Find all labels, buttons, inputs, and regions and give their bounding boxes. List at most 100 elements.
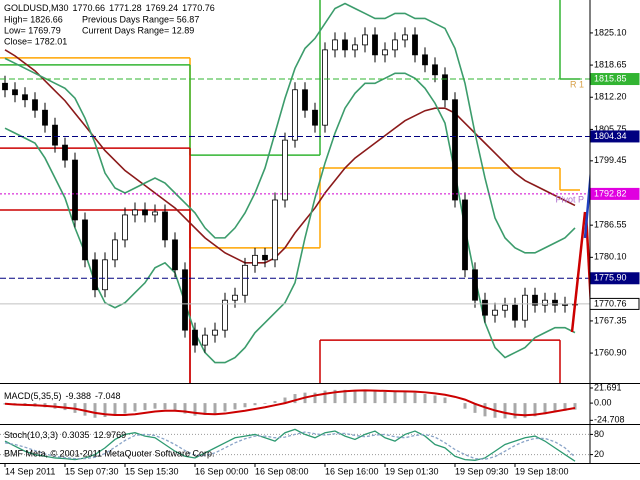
macd-bar [93, 403, 97, 418]
panel [0, 428, 590, 462]
price-tag-label: 1775.90 [594, 273, 627, 283]
macd-bar [333, 389, 337, 404]
candle-body [462, 199, 468, 271]
candle-body [252, 254, 258, 266]
signal-arrows [570, 168, 590, 333]
red-arrow [584, 211, 590, 311]
blue-arrow [583, 168, 590, 239]
candle-body [392, 39, 398, 51]
x-tick-label: 19 Sep 01:30 [385, 466, 439, 476]
candle-body [372, 34, 378, 56]
candle-body [352, 44, 358, 51]
candle-body [242, 264, 248, 296]
x-tick-label: 16 Sep 00:00 [195, 466, 249, 476]
y-tick-label: 21.691 [594, 382, 622, 392]
macd-bar [143, 403, 147, 411]
candle-body [312, 109, 318, 126]
candle-body [212, 329, 218, 336]
candle-body [362, 34, 368, 46]
macd-bar [203, 403, 207, 415]
macd-bar [133, 403, 137, 412]
stoch-signal [4, 431, 576, 460]
macd-bar [223, 403, 227, 412]
x-tick-label: 19 Sep 18:00 [515, 466, 569, 476]
macd-last: -9.388 [66, 391, 92, 401]
stoch-main-last: 0.3035 [62, 430, 90, 440]
last-open: 1770.66 [73, 3, 106, 13]
x-tick-label: 16 Sep 08:00 [255, 466, 309, 476]
macd-bar [83, 403, 87, 416]
macd-bar [193, 403, 197, 416]
candle-body [282, 139, 288, 201]
x-tick-label: 16 Sep 16:00 [325, 466, 379, 476]
candle-body [452, 99, 458, 201]
candle-body [492, 309, 498, 316]
macd-bar [513, 403, 517, 419]
info-text: High= 1826.66 [4, 14, 63, 24]
x-tick-label: 14 Sep 2011 [5, 466, 55, 476]
last-high: 1771.28 [109, 3, 142, 13]
info-text: Previous Days Range= 56.87 [82, 14, 199, 24]
macd-bar [63, 403, 67, 411]
candle-body [22, 94, 28, 101]
last-low: 1769.24 [146, 3, 179, 13]
candle-body [222, 299, 228, 331]
candle-body [432, 64, 438, 76]
candle-body [102, 259, 108, 291]
indicator-line [4, 72, 576, 364]
candle-body [132, 209, 138, 216]
panel [3, 389, 577, 419]
candle-body [542, 299, 548, 306]
candle-body [72, 159, 78, 221]
plot-layer: 1825.10 1818.65 1812.20 1805.75 1799.45 1786.… [0, 0, 627, 467]
macd-bar [383, 391, 387, 404]
macd-bar [483, 403, 487, 417]
candle-body [502, 304, 508, 311]
y-tick-label: 0.00 [594, 397, 612, 407]
candle-body [82, 219, 88, 261]
info-text: Low= 1769.79 [4, 25, 61, 35]
macd-bar [523, 403, 527, 418]
macd-bar [373, 391, 377, 404]
candle-body [272, 199, 278, 261]
x-tick-label: 19 Sep 09:30 [455, 466, 509, 476]
candle-body [402, 34, 408, 41]
y-tick-label: 1767.35 [594, 315, 627, 325]
macd-bar [213, 403, 217, 414]
candle-body [512, 304, 518, 321]
panel [0, 0, 590, 383]
macd-bar [293, 394, 297, 404]
line-note: Pivot P [555, 194, 584, 204]
macd-bar [533, 403, 537, 417]
candle-body [412, 34, 418, 56]
macd-bar [563, 403, 567, 411]
y-tick-label: 1780.10 [594, 252, 627, 262]
candle-body [482, 299, 488, 316]
candle-body [552, 299, 558, 306]
frame [0, 0, 640, 464]
candle-body [62, 144, 68, 161]
macd-bar [363, 390, 367, 404]
candle-body [232, 294, 238, 301]
macd-bar [113, 403, 117, 416]
y-tick-label: 1818.65 [594, 59, 627, 69]
candle-body [172, 239, 178, 271]
candle-body [302, 89, 308, 111]
candle-body [332, 39, 338, 51]
macd-bar [263, 403, 267, 404]
candle-body [342, 39, 348, 51]
candle-body [382, 49, 388, 56]
candle-body [262, 254, 268, 261]
y-tick-label: 80 [594, 429, 604, 439]
candle-body [12, 89, 18, 96]
candle-body [112, 239, 118, 261]
macd-bar [233, 403, 237, 410]
indicator-header: MACD(5,35,5) -9.388 -7.048 [4, 391, 121, 401]
macd-bar [123, 403, 127, 414]
copyright: BMF Meta, © 2001-2011 MetaQuoter Softwar… [4, 448, 215, 458]
macd-bar [463, 403, 467, 409]
stoch-signal-last: 12.9769 [94, 430, 127, 440]
macd-bar [163, 403, 167, 410]
chart-header: GOLDUSD,M30 1770.66 1771.28 1769.24 1770.76 [4, 3, 215, 13]
